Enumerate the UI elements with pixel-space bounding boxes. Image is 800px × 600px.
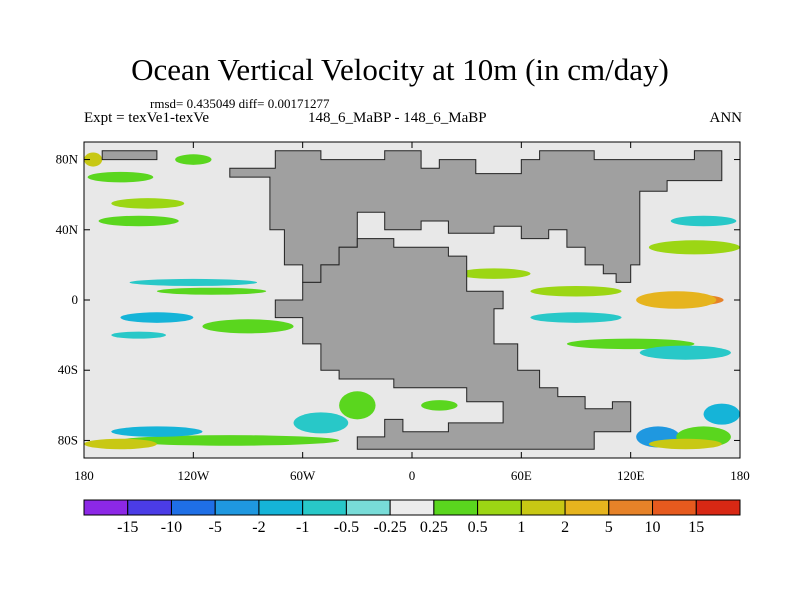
anomaly-patch bbox=[111, 198, 185, 209]
land-mask bbox=[101, 150, 723, 450]
lon-tick-label: 60E bbox=[511, 468, 532, 483]
anomaly-patch bbox=[648, 240, 740, 255]
lon-tick-label: 120W bbox=[177, 468, 210, 483]
colorbar-label: -0.5 bbox=[334, 519, 359, 536]
anomaly-patch bbox=[120, 435, 340, 446]
anomaly-patch bbox=[530, 285, 622, 297]
anomaly-patch bbox=[421, 400, 458, 411]
colorbar-swatch bbox=[83, 499, 129, 516]
anomaly-patch bbox=[530, 312, 622, 323]
anomaly-patch bbox=[111, 426, 203, 437]
experiment-label: Expt = texVe1-texVe bbox=[84, 110, 210, 126]
anomaly-patch bbox=[293, 412, 349, 434]
south-continent bbox=[274, 238, 632, 450]
colorbar-swatch bbox=[564, 499, 610, 516]
arctic-island bbox=[101, 150, 158, 161]
colorbar-swatch bbox=[389, 499, 435, 516]
lon-tick-label: 120E bbox=[617, 468, 645, 483]
anomaly-patch bbox=[339, 391, 376, 420]
colorbar-label: -10 bbox=[161, 519, 182, 536]
anomaly-patch bbox=[639, 345, 731, 360]
colorbar-swatch bbox=[433, 499, 479, 516]
colorbar-swatch bbox=[214, 499, 260, 516]
colorbar-swatch bbox=[258, 499, 304, 516]
colorbar-label: -0.25 bbox=[373, 519, 406, 536]
anomaly-patch bbox=[703, 403, 740, 425]
colorbar-swatch bbox=[608, 499, 654, 516]
anomaly-patch bbox=[457, 268, 531, 279]
lat-tick-label: 40S bbox=[58, 362, 78, 377]
anomaly-patch bbox=[202, 319, 294, 334]
season-label: ANN bbox=[709, 110, 743, 126]
lon-tick-label: 60W bbox=[290, 468, 316, 483]
colorbar-label: 0.25 bbox=[420, 519, 448, 536]
colorbar-label: -1 bbox=[296, 519, 309, 536]
plot-title: Ocean Vertical Velocity at 10m (in cm/da… bbox=[131, 52, 669, 87]
colorbar-swatch bbox=[345, 499, 391, 516]
colorbar-swatch bbox=[302, 499, 347, 516]
anomaly-patch bbox=[120, 312, 194, 323]
longitude-axis: 180 120W 60W 0 60E 120E 180 bbox=[74, 142, 750, 483]
anomaly-patch bbox=[98, 215, 179, 227]
anomaly-patch bbox=[566, 338, 695, 350]
anomaly-patch bbox=[87, 171, 154, 183]
anomaly-patch bbox=[648, 438, 722, 450]
colorbar-label: 0.5 bbox=[468, 519, 488, 536]
lon-tick-label: 180 bbox=[74, 468, 94, 483]
colorbar-label: 15 bbox=[688, 519, 704, 536]
anomaly-patch bbox=[175, 154, 212, 165]
anomaly-patch bbox=[84, 152, 103, 167]
lon-tick-label: 0 bbox=[409, 468, 416, 483]
colorbar-swatch bbox=[652, 499, 697, 516]
colorbar-swatch bbox=[127, 499, 172, 516]
colorbar: -15 -10 -5 -2 -1 -0.5 -0.25 0.25 0.5 1 2 5 10 15 bbox=[83, 499, 741, 536]
lat-tick-label: 80N bbox=[56, 152, 79, 167]
anomaly-patch bbox=[636, 291, 717, 309]
lat-tick-label: 80S bbox=[58, 432, 78, 447]
lat-tick-label: 0 bbox=[72, 292, 79, 307]
colorbar-swatch bbox=[170, 499, 216, 516]
anomaly-patch bbox=[129, 278, 258, 286]
colorbar-swatch bbox=[520, 499, 566, 516]
colorbar-label: -15 bbox=[117, 519, 138, 536]
anomaly-patch bbox=[670, 215, 737, 227]
colorbar-label: -5 bbox=[209, 519, 222, 536]
lon-tick-label: 180 bbox=[730, 468, 750, 483]
colorbar-swatch bbox=[477, 499, 522, 516]
colorbar-label: 10 bbox=[645, 519, 661, 536]
anomaly-patch bbox=[156, 287, 267, 295]
lat-tick-label: 40N bbox=[56, 222, 79, 237]
anomaly-patch bbox=[84, 438, 157, 450]
colorbar-label: -2 bbox=[252, 519, 265, 536]
colorbar-label: 5 bbox=[605, 519, 613, 536]
colorbar-label: 1 bbox=[517, 519, 525, 536]
colorbar-label: 2 bbox=[561, 519, 569, 536]
latitude-axis: 80N 40N 0 40S 80S bbox=[56, 152, 740, 447]
colorbar-swatch bbox=[695, 499, 741, 516]
case-label: 148_6_MaBP - 148_6_MaBP bbox=[308, 110, 487, 126]
stats-line: rmsd= 0.435049 diff= 0.00171277 bbox=[150, 96, 330, 111]
anomaly-patch bbox=[111, 331, 166, 339]
